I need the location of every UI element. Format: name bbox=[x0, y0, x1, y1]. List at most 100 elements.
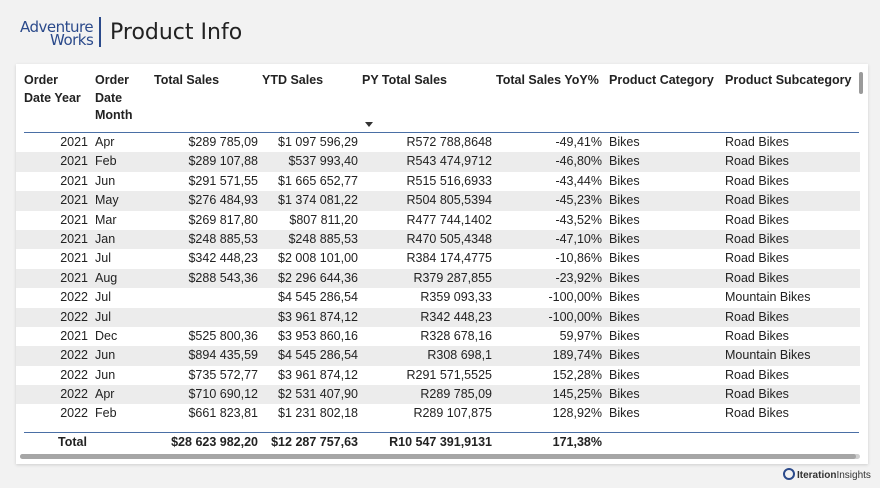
cell-order-date-month: Dec bbox=[95, 328, 118, 343]
cell-total-sales: $735 572,77 bbox=[188, 367, 258, 382]
table-row[interactable]: 2021 May $276 484,93 $1 374 081,22 R504 805,… bbox=[16, 191, 860, 211]
cell-py-total-sales: R328 678,16 bbox=[420, 328, 492, 343]
header-divider bbox=[24, 132, 859, 133]
cell-order-date-month: Jul bbox=[95, 290, 111, 305]
cell-ytd-sales: $3 961 874,12 bbox=[278, 309, 358, 324]
table-row[interactable]: 2022 Jul $3 961 874,12 R342 448,23 -100,00% B… bbox=[16, 307, 860, 327]
sort-descending-icon[interactable] bbox=[365, 122, 373, 127]
cell-product-subcategory: Road Bikes bbox=[725, 135, 789, 149]
cell-order-date-month: Jul bbox=[95, 309, 111, 324]
table-row[interactable]: 2021 Feb $289 107,88 $537 993,40 R543 474,97… bbox=[16, 152, 860, 172]
cell-py-total-sales: R515 516,6933 bbox=[406, 173, 493, 188]
table-row[interactable]: 2021 Dec $525 800,36 $3 953 860,16 R328 678,… bbox=[16, 327, 860, 346]
cell-total-sales-yoy: -100,00% bbox=[548, 290, 602, 305]
vertical-scrollbar[interactable] bbox=[859, 72, 863, 94]
cell-total-sales: $276 484,93 bbox=[188, 193, 258, 208]
column-header-py-total-sales[interactable]: PY Total Sales bbox=[362, 73, 447, 87]
logo-text-adventure: Adventure bbox=[20, 18, 94, 36]
table-row[interactable]: 2022 Jun $735 572,77 $3 961 874,12 R291 571,… bbox=[16, 366, 860, 385]
cell-order-date-month: Apr bbox=[95, 135, 115, 149]
table-header-row: Order Date Year Order Date Month Total Sale… bbox=[16, 72, 860, 132]
cell-order-date-month: Jul bbox=[95, 251, 111, 266]
product-info-table-visual[interactable]: Order Date Year Order Date Month Total Sale… bbox=[16, 64, 868, 464]
cell-product-category: Bikes bbox=[609, 251, 640, 266]
column-header-order-date-month[interactable]: Order Date Month bbox=[95, 73, 133, 122]
cell-order-date-year: 2021 bbox=[60, 270, 88, 285]
cell-py-total-sales: R342 448,23 bbox=[420, 309, 492, 324]
footer-brand-part1: Iteration bbox=[797, 470, 837, 481]
column-header-total-sales[interactable]: Total Sales bbox=[154, 73, 220, 87]
total-divider bbox=[24, 432, 859, 433]
horizontal-scrollbar-thumb[interactable] bbox=[20, 454, 856, 459]
table-body: 2021 Apr $289 785,09 $1 097 596,29 R572 788,… bbox=[16, 133, 860, 430]
table-row[interactable]: 2021 Mar $269 817,80 $807 811,20 R477 744,14… bbox=[16, 211, 860, 230]
logo-divider bbox=[99, 17, 101, 47]
table-grid: Order Date Year Order Date Month Total Sale… bbox=[16, 64, 868, 460]
cell-total-sales-yoy: -100,00% bbox=[548, 309, 602, 324]
cell-product-category: Bikes bbox=[609, 328, 640, 343]
cell-ytd-sales: $248 885,53 bbox=[288, 231, 358, 246]
table-row[interactable]: 2021 Jun $291 571,55 $1 665 652,77 R515 516,… bbox=[16, 172, 860, 191]
cell-ytd-sales: $2 296 644,36 bbox=[278, 270, 358, 285]
cell-ytd-sales: $807 811,20 bbox=[289, 212, 358, 227]
table-row[interactable]: 2021 Apr $289 785,09 $1 097 596,29 R572 788,… bbox=[16, 133, 860, 152]
cell-product-subcategory: Road Bikes bbox=[725, 387, 789, 402]
iteration-insights-icon bbox=[783, 468, 795, 481]
cell-ytd-sales: $3 961 874,12 bbox=[278, 367, 358, 382]
cell-ytd-sales: $537 993,40 bbox=[288, 154, 358, 169]
page-title: Product Info bbox=[110, 20, 243, 45]
cell-order-date-year: 2022 bbox=[60, 387, 88, 402]
cell-product-subcategory: Road Bikes bbox=[725, 270, 789, 285]
cell-product-subcategory: Road Bikes bbox=[725, 212, 789, 227]
column-header-ytd-sales[interactable]: YTD Sales bbox=[262, 73, 324, 87]
cell-ytd-sales: $3 953 860,16 bbox=[278, 328, 358, 343]
footer-brand-part2: Insights bbox=[836, 470, 871, 481]
cell-order-date-month: Aug bbox=[95, 270, 118, 285]
table-row[interactable]: 2022 Jun $894 435,59 $4 545 286,54 R308 698,… bbox=[16, 346, 860, 366]
table-row[interactable]: 2022 Feb $661 823,81 $1 231 802,18 R289 107,… bbox=[16, 404, 860, 423]
cell-order-date-year: 2021 bbox=[60, 231, 88, 246]
cell-py-total-sales: R379 287,855 bbox=[413, 270, 492, 285]
cell-product-category: Bikes bbox=[609, 173, 640, 188]
cell-product-category: Bikes bbox=[609, 212, 640, 227]
cell-order-date-year: 2021 bbox=[60, 251, 88, 266]
cell-py-total-sales: R308 698,1 bbox=[427, 348, 492, 363]
cell-total-sales-yoy: 59,97% bbox=[559, 328, 602, 343]
cell-product-subcategory: Road Bikes bbox=[725, 309, 789, 324]
cell-product-category: Bikes bbox=[609, 367, 640, 382]
total-label: Total bbox=[58, 435, 87, 449]
cell-product-subcategory: Road Bikes bbox=[725, 328, 789, 343]
cell-total-sales-yoy: -47,10% bbox=[555, 231, 602, 246]
cell-py-total-sales: R384 174,4775 bbox=[406, 251, 493, 266]
cell-order-date-year: 2021 bbox=[60, 328, 88, 343]
cell-ytd-sales: $2 008 101,00 bbox=[278, 251, 358, 266]
table-row[interactable]: 2021 Jul $342 448,23 $2 008 101,00 R384 174,… bbox=[16, 249, 860, 268]
logo-text-works: Works bbox=[50, 31, 94, 49]
cell-total-sales: $289 107,88 bbox=[188, 154, 258, 169]
cell-product-category: Bikes bbox=[609, 387, 640, 402]
cell-ytd-sales: $1 665 652,77 bbox=[278, 173, 358, 188]
table-row[interactable]: 2021 Jan $248 885,53 $248 885,53 R470 505,43… bbox=[16, 229, 860, 250]
cell-order-date-year: 2021 bbox=[60, 154, 88, 169]
table-row[interactable]: 2022 Apr $710 690,12 $2 531 407,90 R289 785,… bbox=[16, 385, 860, 405]
cell-product-subcategory: Road Bikes bbox=[725, 173, 789, 188]
cell-ytd-sales: $4 545 286,54 bbox=[278, 348, 358, 363]
column-header-total-sales-yoy[interactable]: Total Sales YoY% bbox=[496, 73, 599, 87]
column-header-product-subcategory[interactable]: Product Subcategory bbox=[725, 73, 852, 87]
table-row[interactable]: 2021 Aug $288 543,36 $2 296 644,36 R379 287,… bbox=[16, 268, 860, 289]
cell-ytd-sales: $1 374 081,22 bbox=[278, 193, 358, 208]
cell-order-date-month: Jun bbox=[95, 367, 116, 382]
cell-py-total-sales: R504 805,5394 bbox=[406, 193, 493, 208]
column-header-product-category[interactable]: Product Category bbox=[609, 73, 714, 87]
table-row[interactable]: 2022 Jul $4 545 286,54 R359 093,33 -100,00% B… bbox=[16, 288, 860, 307]
cell-product-subcategory: Mountain Bikes bbox=[725, 290, 811, 305]
cell-product-category: Bikes bbox=[609, 231, 640, 246]
cell-product-category: Bikes bbox=[609, 406, 640, 421]
cell-order-date-month: Apr bbox=[95, 387, 115, 402]
total-total-sales: $28 623 982,20 bbox=[171, 435, 258, 449]
column-header-order-date-year[interactable]: Order Date Year bbox=[24, 73, 81, 105]
cell-total-sales-yoy: -23,92% bbox=[555, 270, 602, 285]
cell-order-date-month: Jan bbox=[95, 231, 116, 246]
cell-product-category: Bikes bbox=[609, 290, 640, 305]
iteration-insights-logo: IterationInsights bbox=[783, 468, 871, 483]
